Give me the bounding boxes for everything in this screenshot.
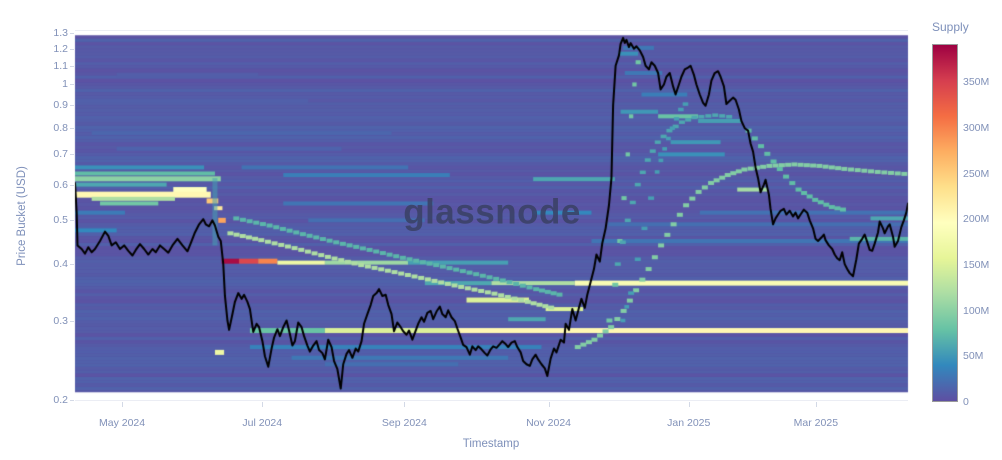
y-tick-label: 1	[62, 78, 68, 91]
plot-bottom-gridline	[75, 400, 908, 401]
x-tick-label: Nov 2024	[526, 417, 572, 429]
colorbar-title: Supply	[932, 20, 969, 34]
y-tick-label: 0.4	[53, 258, 68, 271]
x-tick-label: Jan 2025	[667, 417, 711, 429]
x-tick-mark	[548, 402, 550, 407]
colorbar-tick-label: 250M	[963, 167, 990, 180]
y-tick-label: 0.3	[53, 314, 68, 327]
colorbar-tick-label: 50M	[963, 350, 984, 363]
colorbar-tick-label: 350M	[963, 76, 990, 89]
y-tick-label: 1.2	[53, 42, 68, 55]
x-tick-mark	[404, 402, 406, 407]
y-tick-mark	[70, 48, 74, 50]
x-tick-mark	[262, 402, 264, 407]
y-tick-mark	[70, 220, 74, 222]
y-tick-label: 0.5	[53, 214, 68, 227]
y-tick-label: 1.3	[53, 27, 68, 39]
x-tick-mark	[688, 402, 690, 407]
y-tick-mark	[70, 154, 74, 156]
y-tick-mark	[70, 320, 74, 322]
y-tick-mark	[70, 33, 74, 34]
x-tick-label: May 2024	[99, 417, 146, 429]
colorbar-tick-label: 0	[963, 396, 969, 408]
x-tick-mark	[122, 402, 124, 407]
y-tick-label: 0.9	[53, 99, 68, 112]
y-tick-label: 0.2	[53, 394, 68, 406]
y-tick-label: 0.7	[53, 148, 68, 161]
supply-colorbar	[932, 44, 958, 402]
y-tick-label: 0.6	[53, 178, 68, 191]
y-tick-label: 1.1	[53, 59, 68, 72]
plot-top-gridline	[75, 30, 908, 31]
y-axis-title: Price Bucket (USD)	[16, 166, 28, 266]
y-tick-mark	[70, 84, 74, 86]
y-tick-mark	[70, 128, 74, 130]
y-tick-label: 0.8	[53, 122, 68, 135]
x-tick-label: Sep 2024	[381, 417, 427, 429]
y-tick-mark	[70, 400, 74, 401]
glassnode-watermark: glassnode	[403, 192, 581, 232]
colorbar-tick-label: 300M	[963, 122, 990, 135]
x-tick-mark	[815, 402, 817, 407]
colorbar-tick-label: 150M	[963, 259, 990, 271]
x-tick-label: Jul 2024	[242, 417, 283, 429]
y-tick-mark	[70, 184, 74, 186]
y-tick-mark	[70, 105, 74, 107]
x-tick-label: Mar 2025	[793, 417, 839, 429]
x-axis-title: Timestamp	[462, 438, 520, 450]
colorbar-tick-label: 200M	[963, 213, 990, 226]
y-tick-mark	[70, 65, 74, 67]
colorbar-tick-label: 100M	[963, 304, 990, 317]
y-tick-mark	[70, 264, 74, 266]
